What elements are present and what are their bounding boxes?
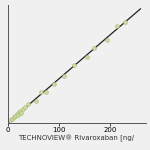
Point [52, 83, 55, 86]
X-axis label: TECHNOVIEW® Rivaroxaban [ng/: TECHNOVIEW® Rivaroxaban [ng/ [18, 135, 135, 142]
Point [27, 103, 29, 105]
Point [124, 21, 126, 23]
Point [39, 91, 42, 93]
Point [93, 46, 96, 49]
Point [14, 114, 16, 117]
Point [45, 91, 47, 93]
Point [12, 116, 15, 118]
Point [20, 112, 22, 115]
Point [85, 56, 88, 58]
Point [19, 110, 21, 112]
Point [34, 100, 37, 102]
Point [15, 113, 18, 115]
Point [63, 74, 65, 77]
Point [18, 111, 20, 113]
Point [116, 24, 119, 27]
Point [22, 107, 24, 110]
Point [16, 113, 19, 116]
Point [10, 117, 13, 120]
Point [24, 106, 27, 108]
Point [73, 64, 75, 66]
Point [9, 119, 11, 122]
Point [106, 38, 108, 41]
